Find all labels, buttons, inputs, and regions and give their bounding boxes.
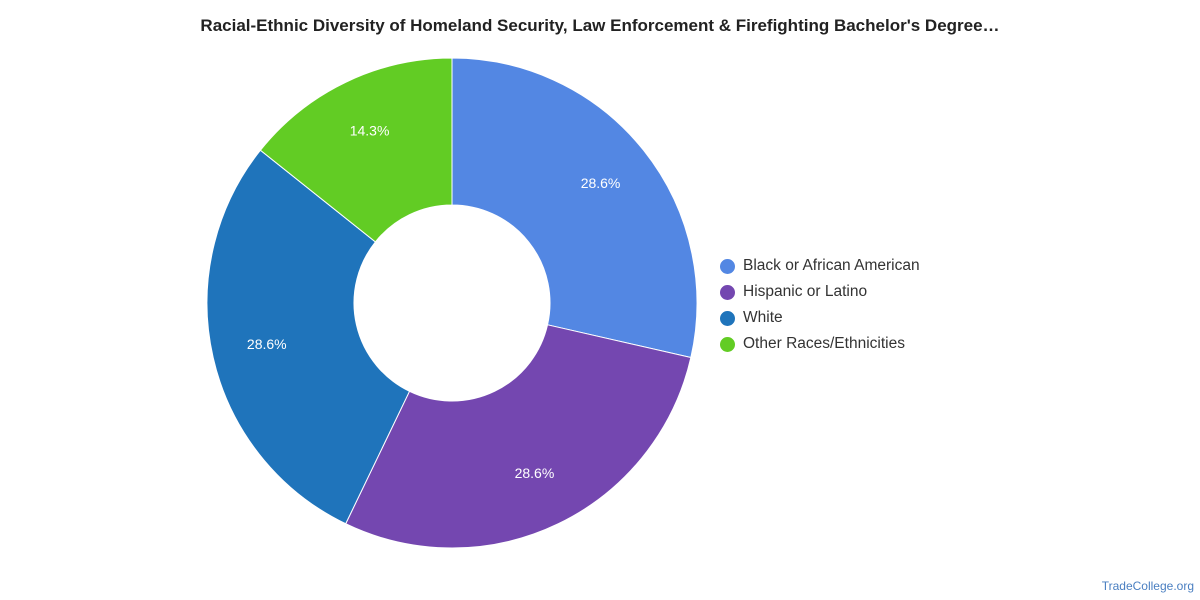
slice-label-hispanic-or-latino: 28.6% xyxy=(515,465,555,481)
legend-item-white[interactable]: White xyxy=(720,305,920,331)
legend-swatch-white xyxy=(720,310,735,326)
legend-item-hispanic-or-latino[interactable]: Hispanic or Latino xyxy=(720,279,920,305)
slice-black-or-african-american[interactable] xyxy=(451,57,698,359)
legend-label-black-or-african-american: Black or African American xyxy=(743,257,920,274)
slice-label-white: 28.6% xyxy=(247,336,287,352)
chart-title: Racial-Ethnic Diversity of Homeland Secu… xyxy=(200,16,1000,35)
source-credit[interactable]: TradeCollege.org xyxy=(1101,579,1194,593)
slice-label-black-or-african-american: 28.6% xyxy=(581,175,621,191)
slice-label-other-races-ethnicities: 14.3% xyxy=(350,123,390,139)
legend-swatch-black-or-african-american xyxy=(720,258,735,274)
chart-legend: Black or African American Hispanic or La… xyxy=(720,253,920,357)
slice-white[interactable] xyxy=(206,149,411,525)
slice-other-races-ethnicities[interactable] xyxy=(259,57,453,243)
legend-label-other-races-ethnicities: Other Races/Ethnicities xyxy=(743,335,905,352)
legend-label-hispanic-or-latino: Hispanic or Latino xyxy=(743,283,868,300)
legend-item-other-races-ethnicities[interactable]: Other Races/Ethnicities xyxy=(720,331,920,357)
legend-label-white: White xyxy=(743,309,783,326)
legend-item-black-or-african-american[interactable]: Black or African American xyxy=(720,253,920,279)
slice-hispanic-or-latino[interactable] xyxy=(345,324,692,549)
legend-swatch-other-races-ethnicities xyxy=(720,336,735,352)
legend-swatch-hispanic-or-latino xyxy=(720,284,735,300)
